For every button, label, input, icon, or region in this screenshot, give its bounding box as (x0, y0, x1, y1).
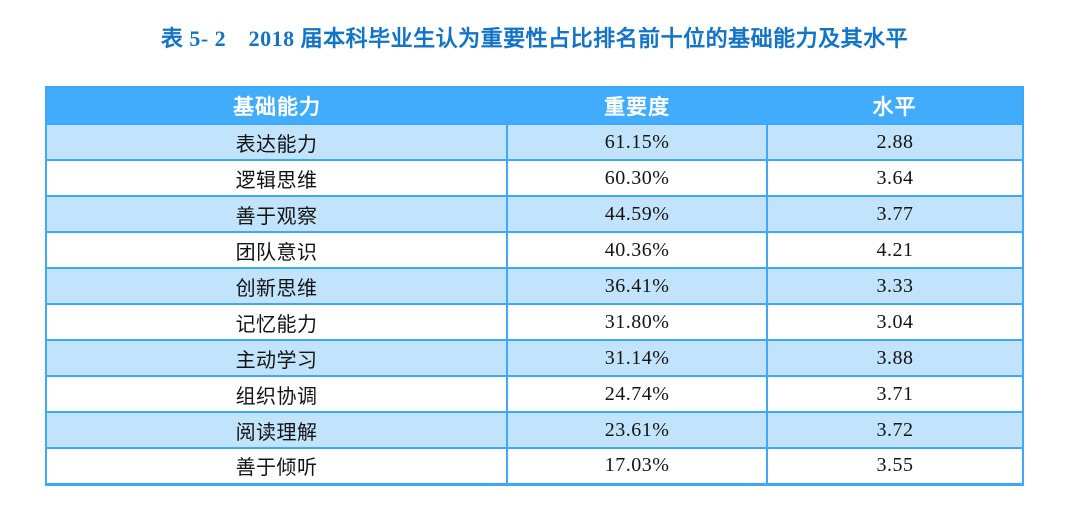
document-page: 表 5- 2 2018 届本科毕业生认为重要性占比排名前十位的基础能力及其水平 … (44, 21, 1024, 486)
importance-cell: 31.14% (506, 339, 769, 377)
table-row: 善于倾听 17.03% 3.55 (44, 447, 1024, 485)
table-row: 创新思维 36.41% 3.33 (44, 267, 1024, 305)
table-row: 团队意识 40.36% 4.21 (44, 231, 1024, 269)
level-cell: 2.88 (766, 123, 1024, 161)
table-row: 表达能力 61.15% 2.88 (44, 123, 1024, 161)
ability-cell: 组织协调 (44, 375, 509, 413)
level-cell: 3.88 (766, 339, 1024, 377)
table-row: 组织协调 24.74% 3.71 (44, 375, 1024, 413)
header-level: 水平 (767, 87, 1023, 124)
level-cell: 3.04 (766, 303, 1024, 341)
table-row: 主动学习 31.14% 3.88 (44, 339, 1024, 377)
importance-cell: 60.30% (506, 159, 769, 197)
ability-cell: 善于倾听 (44, 447, 509, 485)
level-cell: 3.72 (766, 411, 1024, 449)
ability-cell: 表达能力 (44, 123, 509, 161)
ability-cell: 创新思维 (44, 267, 509, 305)
importance-cell: 36.41% (506, 267, 769, 305)
abilities-table: 基础能力 重要度 水平 表达能力 61.15% 2.88 逻辑思维 60.30%… (44, 86, 1024, 486)
importance-cell: 17.03% (506, 447, 769, 485)
importance-cell: 61.15% (506, 123, 769, 161)
table-row: 阅读理解 23.61% 3.72 (44, 411, 1024, 449)
ability-cell: 阅读理解 (44, 411, 509, 449)
table-row: 逻辑思维 60.30% 3.64 (44, 159, 1024, 197)
importance-cell: 23.61% (506, 411, 769, 449)
ability-cell: 逻辑思维 (44, 159, 509, 197)
level-cell: 3.71 (766, 375, 1024, 413)
ability-cell: 记忆能力 (44, 303, 509, 341)
level-cell: 3.33 (766, 267, 1024, 305)
table-row: 记忆能力 31.80% 3.04 (44, 303, 1024, 341)
table-header-row: 基础能力 重要度 水平 (46, 87, 1023, 124)
importance-cell: 44.59% (506, 195, 769, 233)
header-importance: 重要度 (507, 87, 768, 124)
importance-cell: 24.74% (506, 375, 769, 413)
level-cell: 3.64 (766, 159, 1024, 197)
level-cell: 4.21 (766, 231, 1024, 269)
table-caption: 表 5- 2 2018 届本科毕业生认为重要性占比排名前十位的基础能力及其水平 (160, 26, 909, 51)
table-row: 善于观察 44.59% 3.77 (44, 195, 1024, 233)
header-ability: 基础能力 (46, 87, 508, 124)
ability-cell: 团队意识 (44, 231, 509, 269)
ability-cell: 主动学习 (44, 339, 509, 377)
importance-cell: 40.36% (506, 231, 769, 269)
level-cell: 3.77 (766, 195, 1024, 233)
importance-cell: 31.80% (506, 303, 769, 341)
ability-cell: 善于观察 (44, 195, 509, 233)
level-cell: 3.55 (766, 447, 1024, 485)
